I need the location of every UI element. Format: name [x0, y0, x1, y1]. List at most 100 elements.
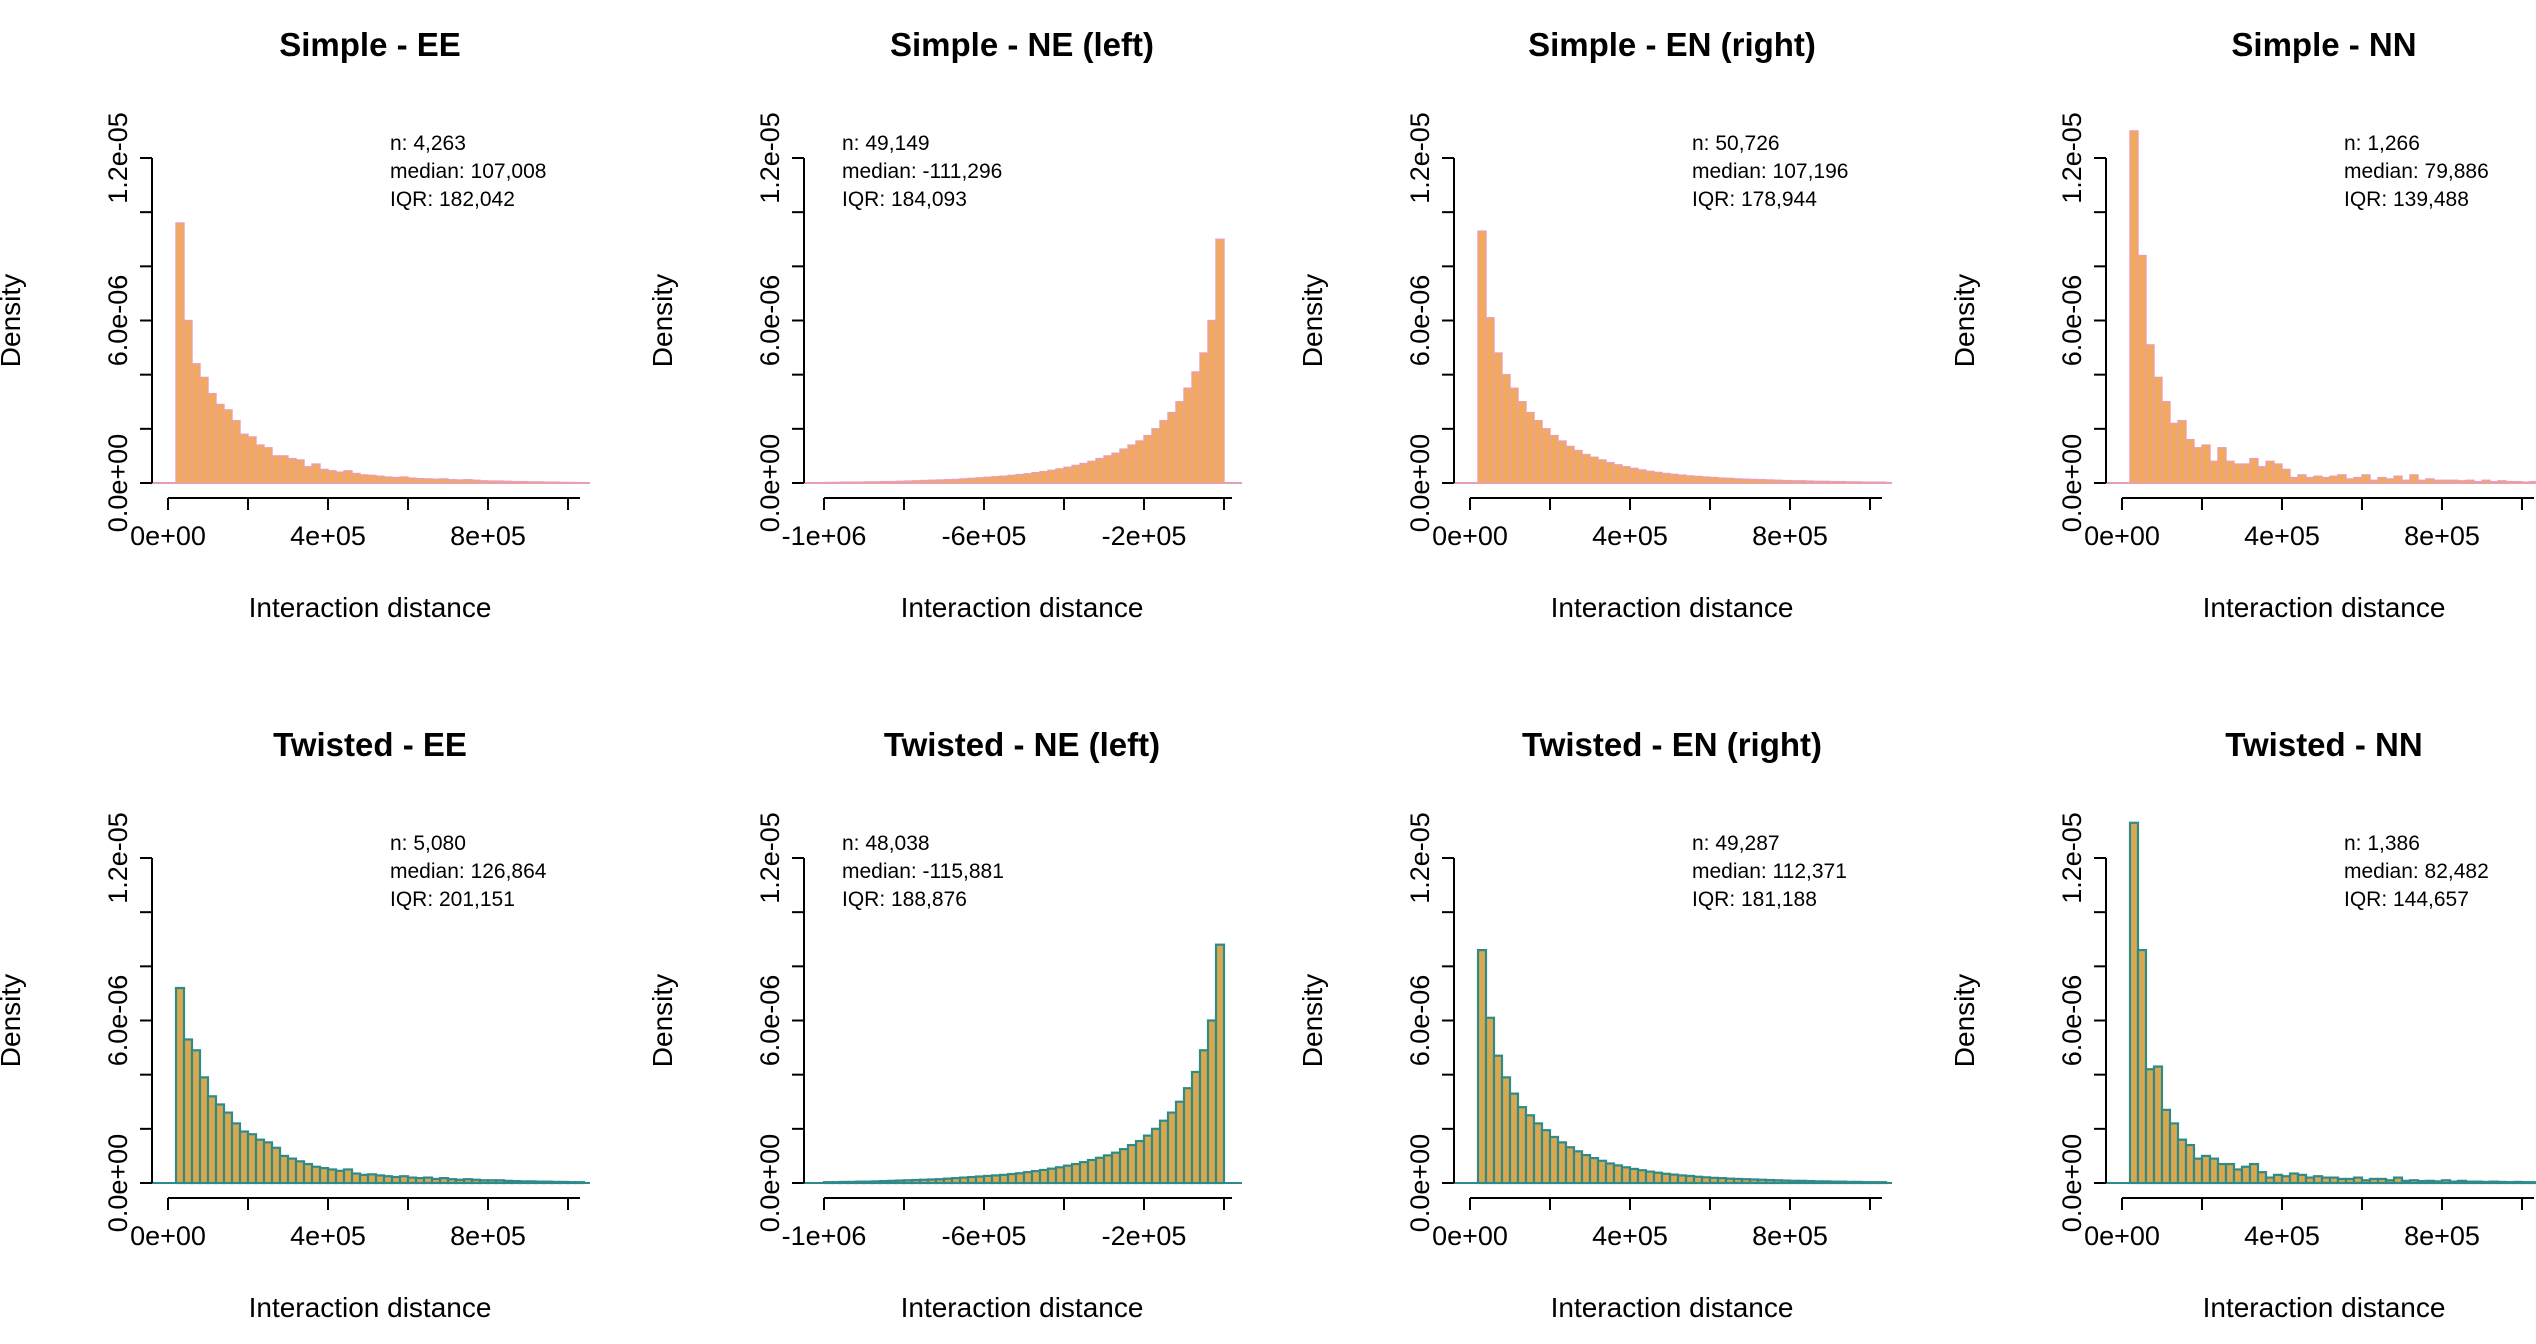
histogram-bar — [2529, 480, 2536, 484]
x-axis-label: Interaction distance — [1551, 1292, 1794, 1323]
histogram-bar — [1876, 1181, 1888, 1185]
histogram-bar — [238, 1130, 250, 1185]
histogram-bar — [1877, 481, 1887, 484]
histogram-bar — [1797, 480, 1807, 484]
histogram-bar — [318, 1167, 330, 1185]
histogram-bar — [2472, 1180, 2484, 1185]
histogram-bar — [2464, 1180, 2476, 1185]
histogram-bar — [2313, 475, 2323, 484]
histogram-bar — [2241, 463, 2251, 484]
stats-line: n: 50,726 — [1692, 132, 1780, 155]
histogram-bar — [1605, 461, 1615, 484]
histogram-bar — [1709, 476, 1719, 484]
histogram-bar — [2297, 474, 2307, 484]
histogram-bar — [2385, 478, 2395, 484]
histogram-bar — [2240, 1165, 2252, 1185]
histogram-bar — [223, 409, 233, 484]
histogram-bar — [222, 1111, 234, 1185]
histogram-bar — [1151, 428, 1161, 484]
histogram-bar — [2305, 476, 2315, 484]
y-tick-label: 1.2e-05 — [103, 812, 133, 904]
histogram-bar — [1214, 943, 1226, 1185]
histogram-bar — [206, 1095, 218, 1185]
y-axis-label: Density — [1297, 974, 1328, 1067]
y-axis-label: Density — [647, 974, 678, 1067]
histogram-bar — [1764, 1178, 1776, 1185]
histogram-bar — [511, 480, 521, 484]
histogram-bar — [422, 1176, 434, 1185]
histogram-bar — [1692, 1175, 1704, 1185]
histogram-bar — [2201, 444, 2211, 484]
histogram-bar — [1589, 456, 1599, 484]
histogram-bar — [2376, 1177, 2388, 1185]
histogram-bar — [1572, 1150, 1584, 1185]
histogram-bar — [2153, 376, 2163, 484]
histogram-bar — [2480, 1180, 2492, 1185]
histogram-bar — [2449, 479, 2459, 484]
histogram-bar — [2281, 468, 2291, 484]
x-tick-label: 4e+05 — [1592, 521, 1668, 551]
histogram-bar — [902, 1179, 914, 1185]
histogram-bar — [1612, 1164, 1624, 1185]
x-tick-label: 8e+05 — [1752, 1221, 1828, 1251]
x-axis-label: Interaction distance — [901, 1292, 1144, 1323]
histogram-bar — [1853, 481, 1863, 484]
histogram-bar — [1094, 1156, 1106, 1185]
histogram-bar — [959, 478, 969, 484]
histogram-panel-6: Twisted - NE (left) 0.0e+00 6.0e-06 1.2e-05… — [647, 726, 1242, 1323]
histogram-bar — [278, 1154, 290, 1185]
y-axis-label: Density — [1949, 274, 1980, 367]
histogram-bar — [1717, 477, 1727, 484]
y-tick-label: 1.2e-05 — [1405, 112, 1435, 204]
histogram-panel-1: Simple - EE 0.0e+00 6.0e-06 1.2e-05 Density 0… — [0, 26, 590, 623]
histogram-bar — [2425, 478, 2435, 484]
histogram-bar — [1030, 1169, 1042, 1185]
histogram-bar — [2328, 1176, 2340, 1185]
histogram-bar — [1733, 478, 1743, 484]
histogram-bar — [230, 1122, 242, 1185]
histogram-bar — [1868, 1181, 1880, 1185]
x-tick-label: 4e+05 — [2244, 1221, 2320, 1251]
stats-line: n: 49,287 — [1692, 832, 1780, 855]
x-tick-label: 0e+00 — [2084, 1221, 2160, 1251]
histogram-bar — [1629, 467, 1639, 484]
histogram-bar — [399, 476, 409, 484]
histogram-bar — [302, 1162, 314, 1185]
histogram-bar — [1014, 1172, 1026, 1185]
histogram-bar — [2224, 1162, 2236, 1185]
histogram-bar — [2225, 460, 2235, 484]
histogram-bar — [1829, 480, 1839, 484]
stats-line: IQR: 139,488 — [2344, 188, 2469, 211]
y-tick-label: 6.0e-06 — [2057, 975, 2087, 1067]
histogram-bar — [254, 1138, 266, 1185]
histogram-bar — [1828, 1180, 1840, 1185]
histogram-bar — [2176, 1138, 2188, 1185]
histogram-bar — [502, 1179, 514, 1185]
histogram-bar — [894, 1179, 906, 1185]
y-tick-label: 1.2e-05 — [2057, 812, 2087, 904]
x-axis-label: Interaction distance — [901, 592, 1144, 623]
histogram-bar — [447, 479, 457, 484]
histogram-bar — [1532, 1122, 1544, 1185]
y-axis-label: Density — [1297, 274, 1328, 367]
histogram-bar — [2448, 1180, 2460, 1185]
stats-line: IQR: 178,944 — [1692, 188, 1817, 211]
histogram-bar — [2329, 475, 2339, 484]
histogram-bar — [950, 1177, 962, 1185]
histogram-bar — [487, 480, 497, 484]
histogram-bar — [343, 470, 353, 484]
y-tick-label: 1.2e-05 — [755, 112, 785, 204]
histogram-bar — [1175, 401, 1185, 484]
histogram-panel-2: Simple - NE (left) 0.0e+00 6.0e-06 1.2e-05 D… — [647, 26, 1242, 623]
stats-line: median: 107,196 — [1692, 160, 1848, 183]
histogram-bar — [566, 1181, 578, 1185]
histogram-bar — [359, 474, 369, 484]
histogram-bar — [2185, 438, 2195, 484]
x-tick-label: 8e+05 — [1752, 521, 1828, 551]
histogram-bar — [2392, 1176, 2404, 1185]
histogram-bar — [2152, 1065, 2164, 1185]
histogram-bar — [2408, 1179, 2420, 1185]
y-tick-label: 0.0e+00 — [755, 1134, 785, 1232]
histogram-bar — [1789, 480, 1799, 484]
